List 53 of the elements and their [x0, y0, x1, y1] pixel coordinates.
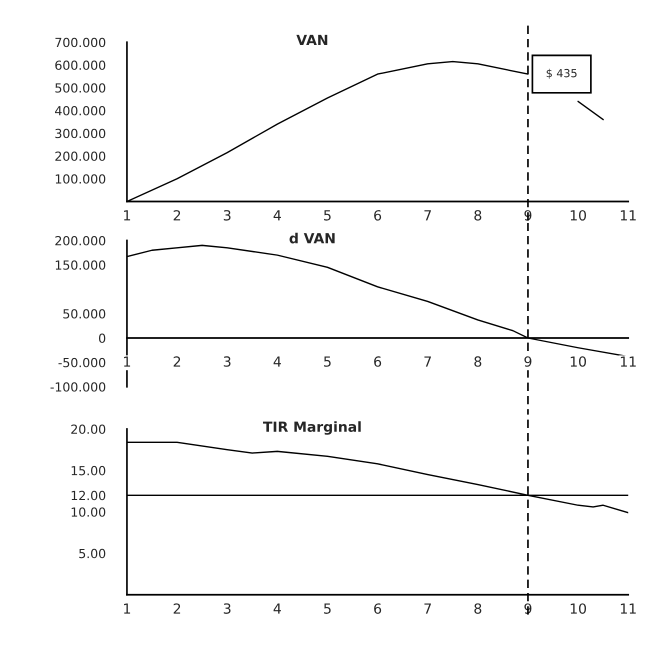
x-tick-label: 3 — [224, 210, 231, 221]
x-tick-label: 8 — [474, 603, 482, 614]
x-tick-label: 4 — [274, 356, 281, 367]
x-tick-label: 5 — [324, 210, 331, 221]
x-tick-label: 1 — [124, 210, 130, 220]
x-tick-label: 5 — [324, 604, 331, 614]
x-tick-label: 4 — [274, 210, 281, 220]
y-tick-label: 100.000 — [56, 174, 106, 184]
y-tick-label: 0 — [98, 333, 106, 343]
y-tick-label: 10.00 — [72, 507, 106, 517]
x-tick-label: 2 — [174, 356, 180, 367]
y-tick-label: 20.00 — [71, 424, 106, 434]
x-tick-label: 9 — [524, 356, 532, 367]
x-tick-label: 7 — [424, 604, 431, 614]
y-tick-label: 200.000 — [55, 236, 106, 246]
y-tick-label: 300.000 — [55, 128, 106, 138]
y-tick-label: 700.000 — [55, 38, 106, 48]
y-tick-label: -100.000 — [50, 382, 106, 392]
x-tick-label: 6 — [374, 210, 382, 221]
x-tick-label: 3 — [224, 356, 231, 367]
x-tick-label: 10 — [570, 210, 586, 221]
chart-title: VAN — [296, 34, 328, 46]
y-tick-label: 600.000 — [55, 60, 106, 70]
y-tick-label: 15.00 — [72, 466, 106, 476]
x-tick-label: 11 — [620, 604, 636, 614]
x-tick-label: 8 — [474, 210, 482, 221]
x-tick-label: 10 — [570, 356, 586, 367]
y-tick-label: 200.000 — [55, 151, 106, 161]
x-tick-label: 6 — [374, 356, 382, 367]
x-tick-label: 11 — [620, 356, 636, 367]
y-tick-label: 50.000 — [63, 309, 106, 319]
x-tick-label: 6 — [374, 603, 382, 614]
y-tick-label: 12.00 — [72, 490, 106, 500]
chart-title: d VAN — [290, 232, 335, 244]
x-tick-label: 4 — [274, 604, 281, 614]
y-tick-label: 500.000 — [55, 83, 106, 93]
x-tick-label: 2 — [174, 210, 180, 220]
x-tick-label: 3 — [224, 603, 231, 614]
x-tick-label: 10 — [570, 603, 586, 614]
x-tick-label: 8 — [474, 356, 482, 367]
y-tick-label: -50.000 — [58, 358, 106, 368]
x-tick-label: 2 — [174, 603, 180, 614]
annotation: $ 435 — [546, 68, 577, 79]
x-tick-label: 1 — [124, 356, 130, 367]
x-tick-label: 1 — [124, 604, 130, 614]
y-tick-label: 5.00 — [79, 548, 106, 558]
x-tick-label: 5 — [324, 356, 331, 367]
x-tick-label: 7 — [424, 210, 431, 220]
x-tick-label: 7 — [424, 356, 431, 367]
chart-title: TIR Marginal — [263, 421, 361, 435]
y-tick-label: 150.000 — [56, 260, 106, 270]
x-tick-label: 11 — [620, 210, 636, 220]
y-tick-label: 400.000 — [55, 106, 106, 116]
